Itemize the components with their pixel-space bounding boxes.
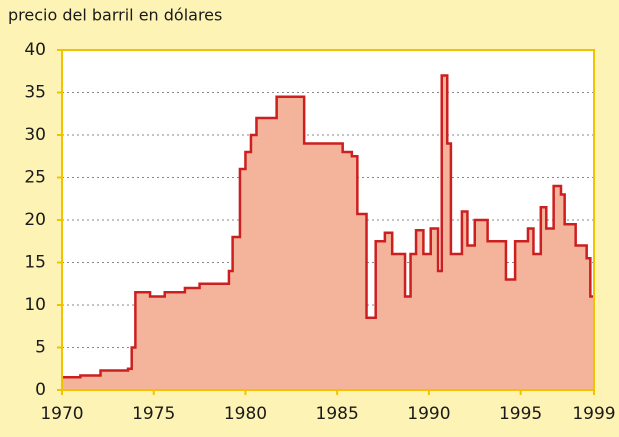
y-tick-label: 35: [24, 83, 46, 103]
x-tick-label: 1980: [224, 404, 267, 424]
y-tick-label: 40: [24, 40, 46, 60]
x-tick-label: 1985: [316, 404, 359, 424]
area: [62, 75, 594, 390]
line: [62, 74, 594, 379]
x-tick-label: 1995: [499, 404, 542, 424]
labels: 0 5 10 15 20 25 30 35 40 1970 1975 1980 1985 1990 1995…: [24, 40, 615, 424]
x-tick-label: 1970: [40, 404, 83, 424]
y-tick-label: 5: [35, 338, 46, 358]
marks: [62, 74, 594, 390]
y-tick-label: 30: [24, 125, 46, 145]
y-tick-label: 25: [24, 168, 46, 188]
y-tick-label: 15: [24, 253, 46, 273]
x-tick-label: 1999: [572, 404, 615, 424]
frame: [57, 49, 595, 395]
axis-title: precio del barril en dólares: [8, 6, 222, 25]
y-tick-label: 0: [35, 380, 46, 400]
plot-frame: [61, 49, 595, 391]
x-tick-label: 1990: [407, 404, 450, 424]
y-tick-label: 20: [24, 210, 46, 230]
x-tick-label: 1975: [132, 404, 175, 424]
y-tick-label: 10: [24, 295, 46, 315]
